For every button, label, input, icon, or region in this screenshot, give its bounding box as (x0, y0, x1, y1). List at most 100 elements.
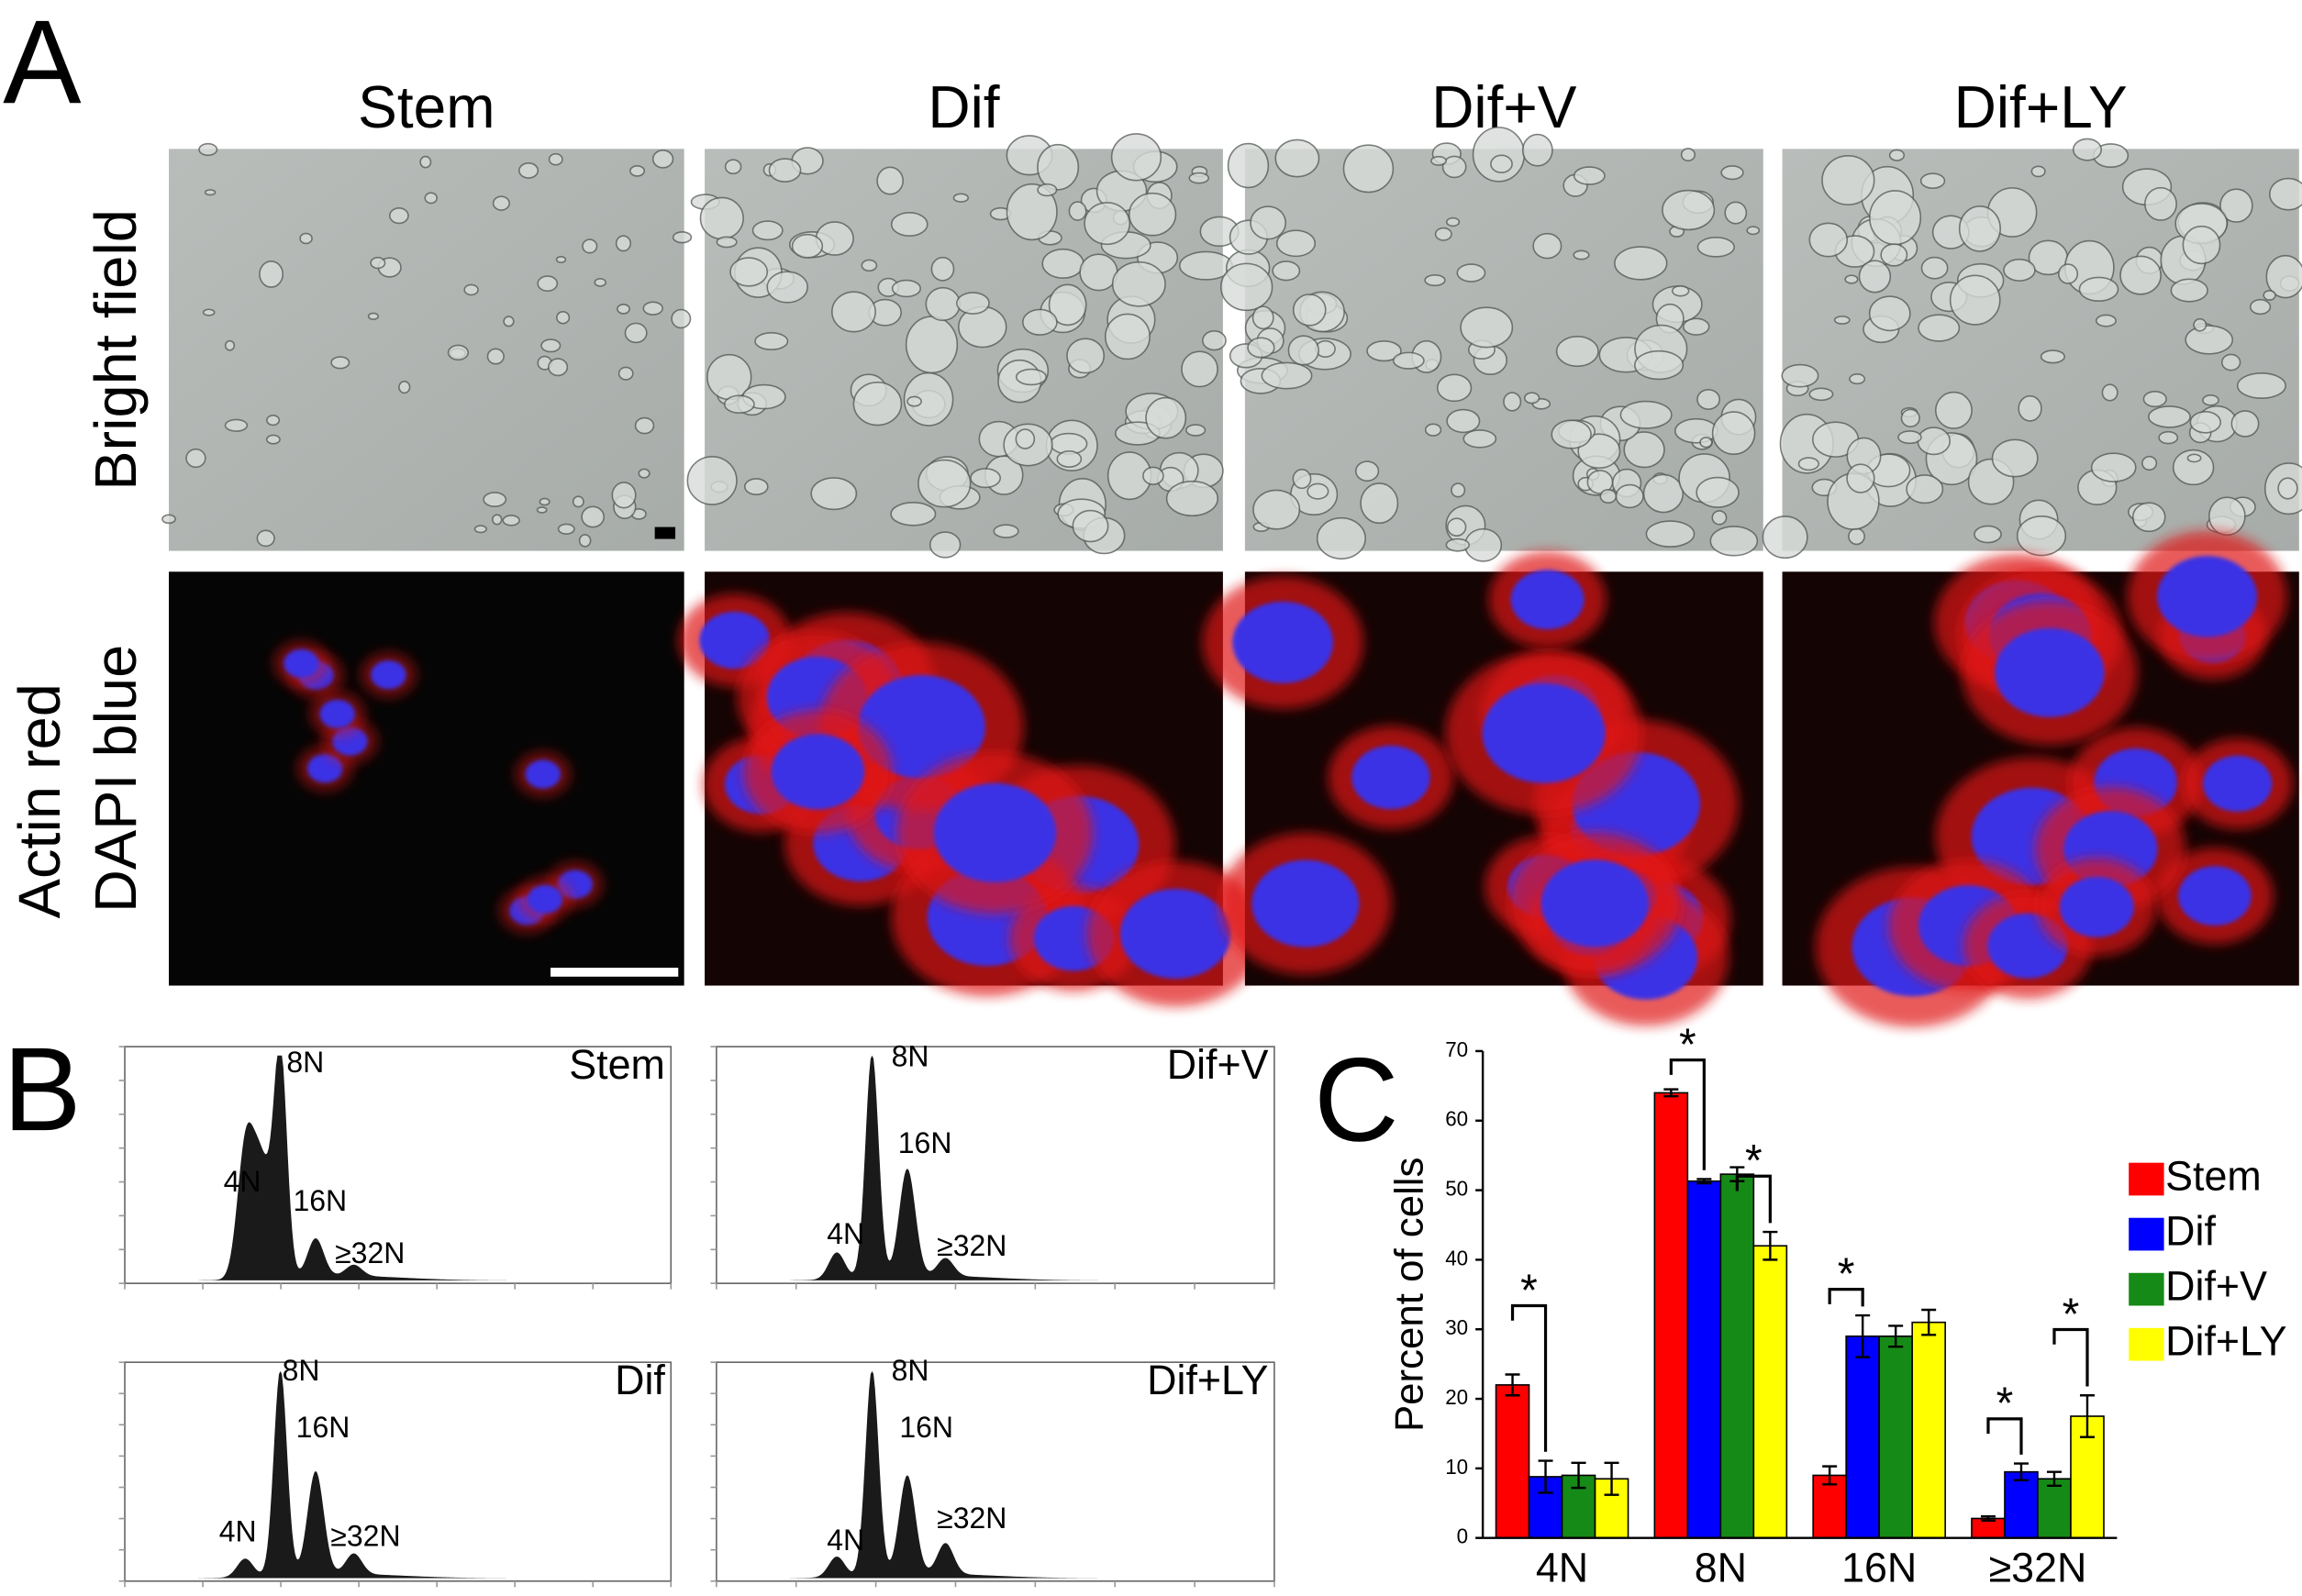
cell (831, 291, 876, 333)
cell (1949, 274, 2001, 326)
bar (1653, 1092, 1689, 1539)
cell (540, 338, 562, 353)
error-bar (1571, 1461, 1586, 1490)
cell (1555, 336, 1599, 368)
fluorescence-image (678, 571, 1264, 1007)
cell (611, 482, 637, 509)
cell (2263, 289, 2276, 301)
peak-label: 4N (224, 1165, 261, 1198)
bar (1878, 1335, 1913, 1539)
cell (2057, 263, 2079, 284)
cell (1699, 437, 1713, 449)
cell (1696, 237, 1735, 258)
cell (2003, 258, 2036, 282)
error-bar (1980, 1514, 1996, 1522)
cell (2144, 186, 2177, 221)
nucleus (1995, 627, 2105, 717)
cell (1037, 183, 1058, 197)
cell (1251, 305, 1274, 330)
cell (1746, 226, 1761, 236)
cell (1111, 260, 1166, 307)
cell (724, 159, 742, 175)
cell (903, 371, 954, 427)
image-background (169, 149, 684, 551)
cell (2186, 453, 2202, 463)
cell (224, 339, 236, 351)
cell (970, 468, 1002, 489)
y-tick-label: 70 (1445, 1038, 1468, 1061)
legend-swatch (2129, 1327, 2164, 1361)
cell (1532, 232, 1562, 260)
cell (1858, 260, 1892, 294)
peak-label: 8N (892, 1354, 929, 1387)
cell (1662, 189, 1716, 231)
error-bar (2013, 1462, 2029, 1481)
cell (1880, 243, 1908, 267)
cell (1762, 515, 1808, 560)
y-tick-label: 10 (1445, 1456, 1468, 1479)
cell (1072, 509, 1109, 543)
cell (1252, 489, 1301, 530)
cell (1888, 149, 1906, 161)
cell (1446, 408, 1481, 434)
cell (1642, 473, 1685, 514)
cell (1056, 450, 1083, 468)
cell (1446, 517, 1467, 537)
significance-star: * (2063, 1290, 2080, 1339)
nucleus (371, 660, 406, 690)
bar (2037, 1478, 2072, 1539)
cell (624, 322, 648, 344)
cell (1287, 335, 1320, 366)
cell (1464, 527, 1503, 562)
nucleus (699, 611, 770, 670)
bar (1719, 1173, 1755, 1539)
cell (1523, 392, 1540, 405)
cell (617, 366, 634, 381)
cell (2236, 371, 2286, 400)
cell (699, 196, 744, 240)
y-axis-label: Percent of cells (1388, 1158, 1432, 1433)
significance-star: * (1996, 1379, 2014, 1428)
nucleus (1351, 745, 1430, 810)
cell (891, 279, 922, 298)
nucleus (527, 884, 563, 914)
cell (2170, 278, 2208, 303)
cell (259, 260, 284, 288)
peak-label: 8N (283, 1354, 320, 1387)
fluorescence-image (169, 571, 684, 986)
significance-star: * (1838, 1249, 1855, 1299)
cell (1462, 429, 1497, 449)
cell (1292, 294, 1327, 327)
cell (1918, 314, 1961, 342)
histogram-frame (716, 1361, 1275, 1582)
cell (582, 238, 598, 254)
cell (2249, 298, 2272, 316)
cell (2185, 325, 2234, 355)
cell (2072, 138, 2103, 161)
error-bar (1888, 1324, 1904, 1348)
cell (629, 165, 646, 177)
peak-label: 16N (899, 1411, 953, 1444)
cell (483, 492, 507, 507)
cell (1781, 363, 1819, 388)
cell (1797, 457, 1819, 471)
cell (1900, 408, 1920, 427)
cell (1392, 351, 1425, 370)
cell (1145, 396, 1187, 439)
bar (1752, 1245, 1788, 1539)
peak-label: 4N (827, 1524, 864, 1557)
cell (1846, 463, 1875, 493)
nucleus (1119, 889, 1231, 979)
cell (424, 192, 439, 205)
cell (1354, 460, 1380, 482)
cell (1436, 373, 1473, 403)
cell (1821, 155, 1875, 205)
column-header: Dif+LY (1954, 73, 2128, 140)
panel-label: C (1314, 1034, 1398, 1167)
cell (1048, 283, 1087, 327)
cell (852, 381, 903, 427)
cell (581, 505, 606, 528)
cell (548, 358, 569, 377)
cell (1275, 229, 1317, 258)
cell (198, 142, 218, 157)
